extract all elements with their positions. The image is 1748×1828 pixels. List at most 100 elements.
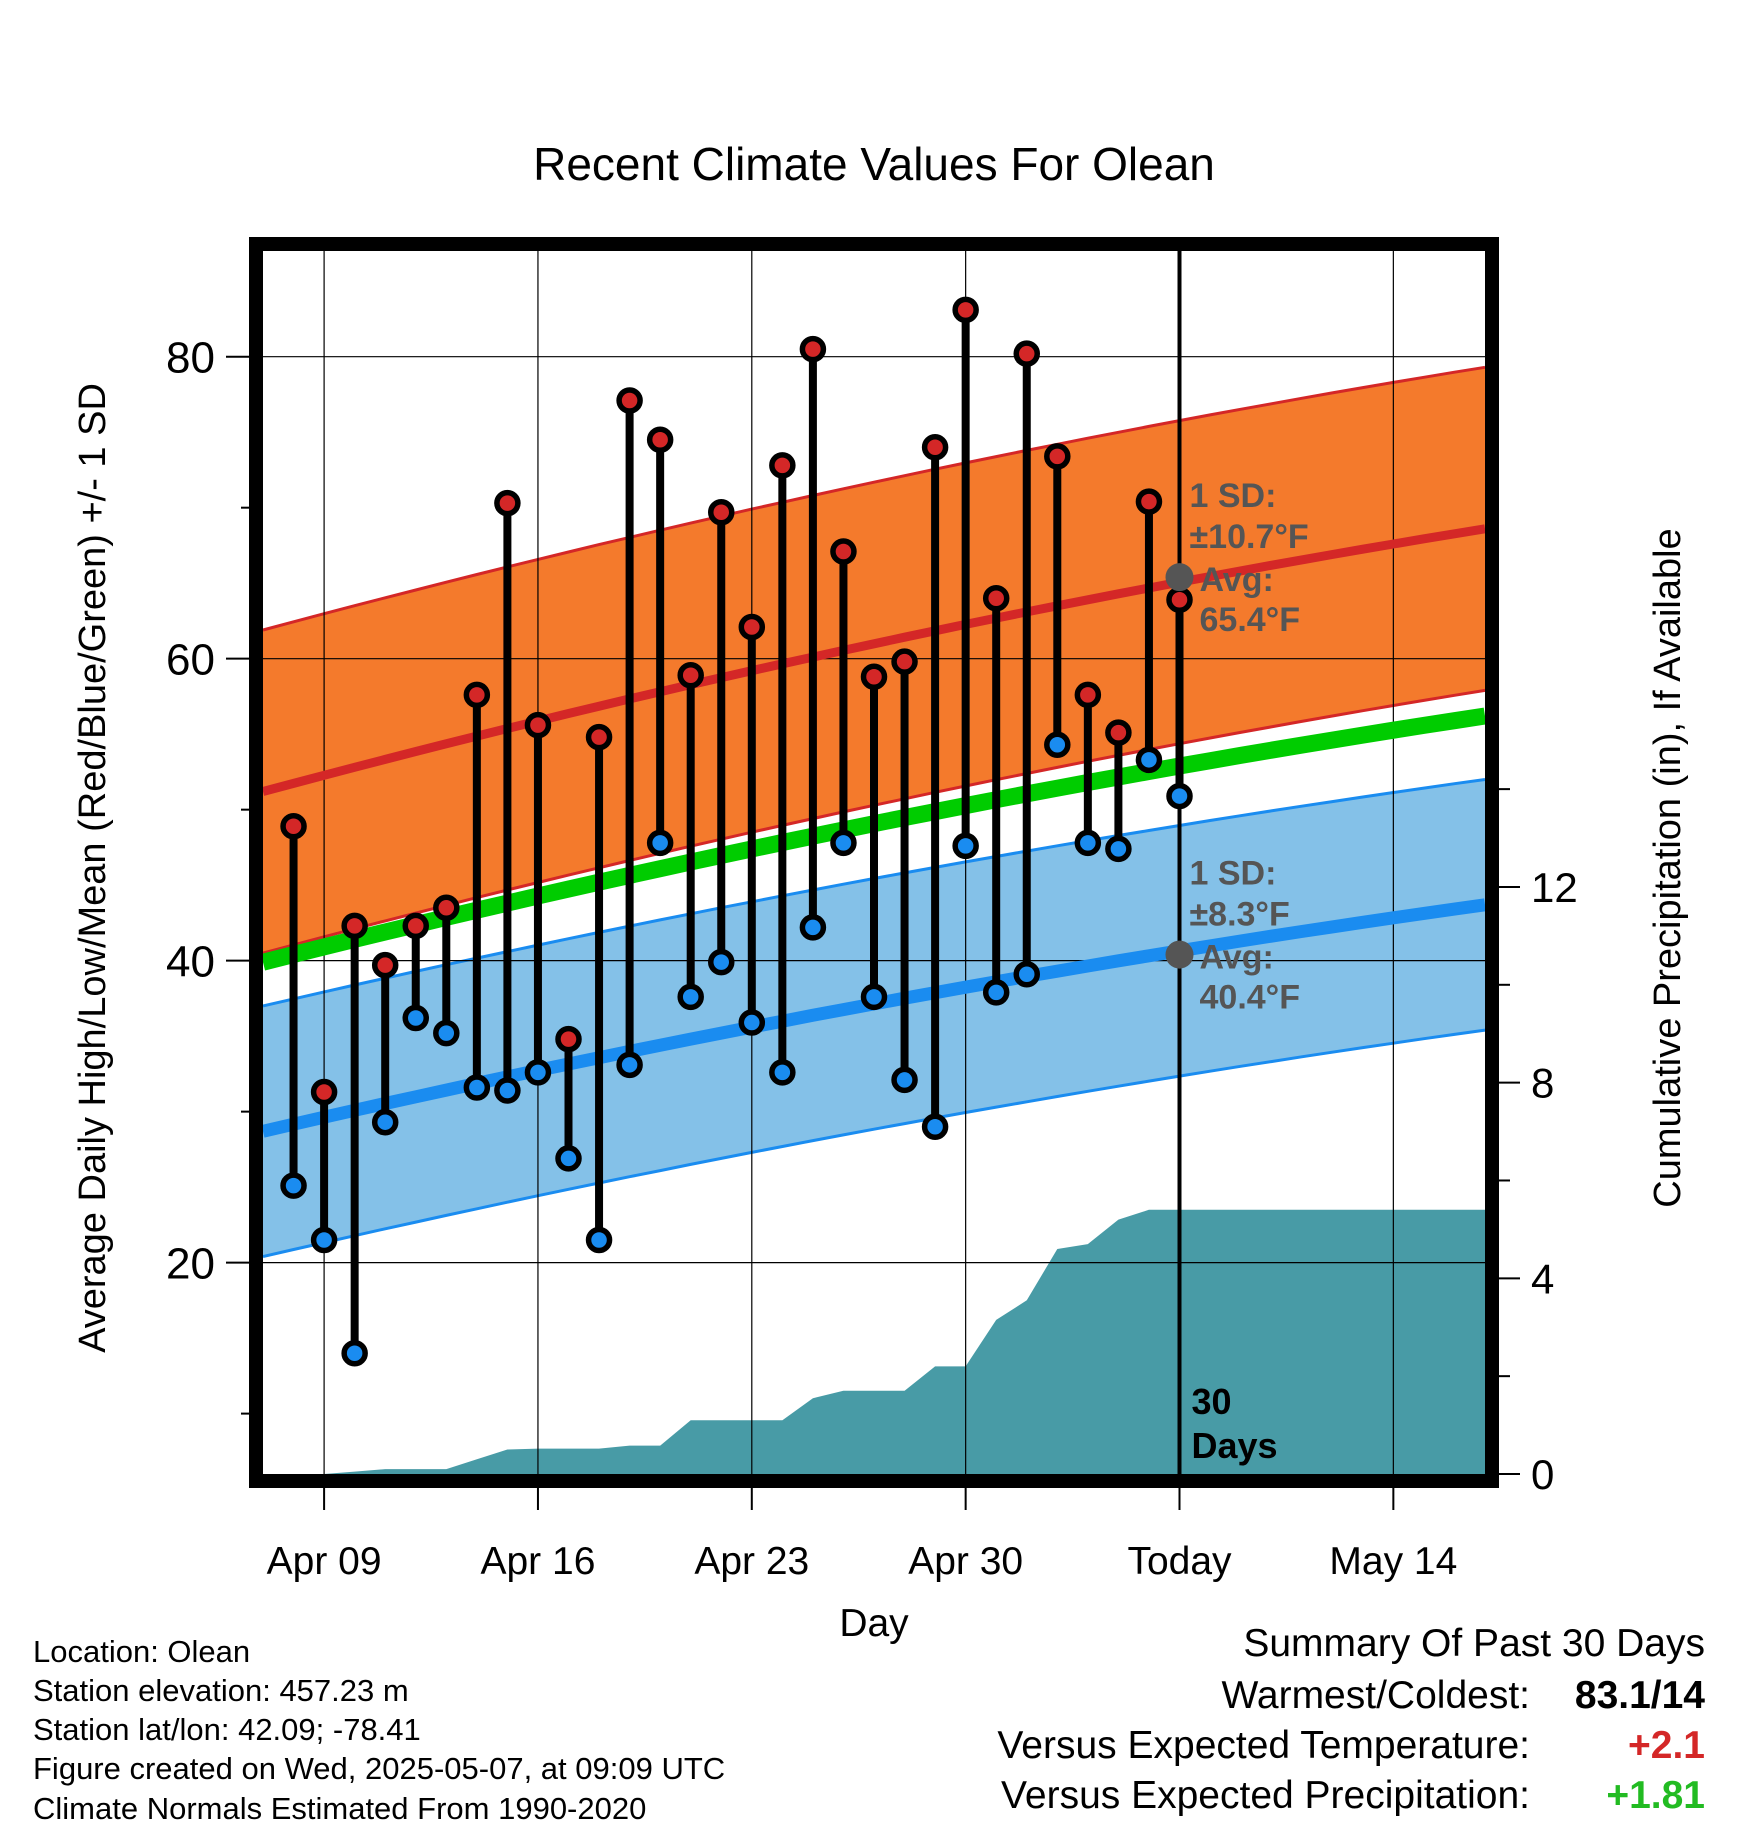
y-tick-label: 20 xyxy=(166,1240,215,1289)
daily-high-point xyxy=(952,296,979,324)
daily-high-point xyxy=(1044,443,1071,470)
daily-low-point xyxy=(371,1108,399,1136)
daily-high-point xyxy=(830,538,857,565)
info-location: Location: Olean xyxy=(33,1634,251,1669)
high-annotation-avg-label: Avg: xyxy=(1200,561,1274,599)
daily-high-point xyxy=(310,1078,338,1106)
daily-low-point xyxy=(921,1113,949,1140)
y-tick-label: 40 xyxy=(166,938,215,987)
high-annotation-avg-value: 65.4°F xyxy=(1200,601,1301,639)
low-annotation-avg-label: Avg: xyxy=(1200,939,1274,977)
y-tick-label: 60 xyxy=(166,636,215,685)
daily-low-point xyxy=(341,1339,368,1367)
daily-low-point xyxy=(708,948,735,976)
daily-high-point xyxy=(1074,681,1102,709)
y2-tick-label: 8 xyxy=(1531,1060,1554,1107)
daily-high-point xyxy=(799,335,827,363)
daily-low-point xyxy=(463,1074,491,1101)
normal-high-line xyxy=(261,524,1486,796)
daily-low-point xyxy=(830,829,857,857)
info-elevation: Station elevation: 457.23 m xyxy=(33,1673,409,1708)
daily-high-point xyxy=(860,663,888,691)
daily-low-point xyxy=(952,832,979,860)
daily-high-point xyxy=(341,912,368,940)
x-tick-label: Apr 16 xyxy=(480,1540,595,1583)
daily-high-point xyxy=(494,489,521,517)
y-axis-label: Average Daily High/Low/Mean (Red/Blue/Gr… xyxy=(72,383,114,1353)
x-tick-label: May 14 xyxy=(1329,1540,1457,1583)
daily-low-point xyxy=(1074,829,1102,857)
daily-low-point xyxy=(402,1004,429,1032)
daily-low-point xyxy=(982,979,1010,1006)
low-annotation-sd-label: 1 SD: xyxy=(1190,855,1277,893)
info-created: Figure created on Wed, 2025-05-07, at 09… xyxy=(33,1751,726,1786)
daily-low-point xyxy=(769,1059,796,1086)
daily-high-point xyxy=(738,613,766,641)
daily-high-point xyxy=(1166,586,1193,614)
daily-high-point xyxy=(555,1025,582,1053)
normal-high-sd-band-upper-edge xyxy=(262,365,1486,632)
normal-low-sd-band-lower-edge xyxy=(262,1028,1486,1259)
daily-low-point xyxy=(646,829,674,857)
info-normals: Climate Normals Estimated From 1990-2020 xyxy=(33,1791,647,1826)
summary-warmest-label: Warmest/Coldest: xyxy=(1221,1674,1530,1717)
daily-low-point xyxy=(616,1051,643,1079)
summary-warmest-value: 83.1/14 xyxy=(1574,1674,1705,1717)
high-annotation-sd-label: 1 SD: xyxy=(1190,477,1277,515)
daily-low-point xyxy=(524,1059,552,1086)
daily-high-point xyxy=(1135,488,1163,515)
daily-high-point xyxy=(891,648,918,675)
y2-axis-label: Cumulative Precipitation (in), If Availa… xyxy=(1647,528,1689,1207)
today-label-count: 30 xyxy=(1192,1381,1232,1422)
precip-area xyxy=(324,1209,1486,1474)
daily-low-point xyxy=(860,983,888,1011)
daily-high-point xyxy=(646,426,674,453)
daily-low-point xyxy=(799,914,827,941)
daily-low-point xyxy=(891,1066,918,1094)
y2-tick-label: 4 xyxy=(1531,1255,1554,1302)
summary-title: Summary Of Past 30 Days xyxy=(1243,1622,1705,1665)
y2-tick-label: 12 xyxy=(1531,864,1578,911)
daily-high-point xyxy=(463,681,491,709)
daily-high-point xyxy=(280,813,307,840)
high-annotation-avg-marker xyxy=(1165,563,1194,592)
high-annotation-sd-value: ±10.7°F xyxy=(1190,518,1309,556)
daily-high-point xyxy=(1105,719,1132,746)
daily-low-point xyxy=(585,1226,613,1254)
info-latlon: Station lat/lon: 42.09; -78.41 xyxy=(33,1712,421,1747)
x-tick-label: Today xyxy=(1127,1540,1232,1583)
daily-low-point xyxy=(1135,746,1163,774)
low-annotation-sd-value: ±8.3°F xyxy=(1190,896,1290,934)
summary-temp-label: Versus Expected Temperature: xyxy=(997,1724,1530,1767)
daily-low-point xyxy=(1044,731,1071,758)
low-annotation-avg-value: 40.4°F xyxy=(1200,979,1301,1017)
daily-high-point xyxy=(585,723,613,751)
today-label-unit: Days xyxy=(1192,1425,1278,1466)
x-tick-label: Apr 09 xyxy=(267,1540,382,1583)
chart-title: Recent Climate Values For Olean xyxy=(533,138,1215,190)
daily-low-point xyxy=(555,1145,582,1172)
daily-low-point xyxy=(280,1172,307,1199)
summary-temp-value: +2.1 xyxy=(1628,1724,1705,1767)
daily-low-point xyxy=(310,1226,338,1254)
x-tick-label: Apr 23 xyxy=(694,1540,809,1583)
daily-high-point xyxy=(769,452,796,479)
daily-low-point xyxy=(1166,782,1193,810)
daily-low-point xyxy=(494,1077,521,1104)
x-axis-label: Day xyxy=(839,1602,909,1645)
x-tick-label: Apr 30 xyxy=(908,1540,1023,1583)
plot-frame xyxy=(249,237,1499,1488)
daily-high-point xyxy=(1013,340,1040,367)
daily-high-point xyxy=(524,711,552,739)
daily-low-point xyxy=(433,1019,460,1047)
daily-low-point xyxy=(1013,960,1040,988)
summary-precip-label: Versus Expected Precipitation: xyxy=(1001,1774,1530,1817)
summary-precip-value: +1.81 xyxy=(1606,1774,1705,1817)
daily-high-point xyxy=(708,498,735,526)
y2-tick-label: 0 xyxy=(1531,1451,1554,1498)
daily-high-point xyxy=(371,951,399,979)
daily-high-point xyxy=(402,912,429,940)
daily-high-point xyxy=(982,585,1010,612)
daily-high-point xyxy=(616,387,643,414)
